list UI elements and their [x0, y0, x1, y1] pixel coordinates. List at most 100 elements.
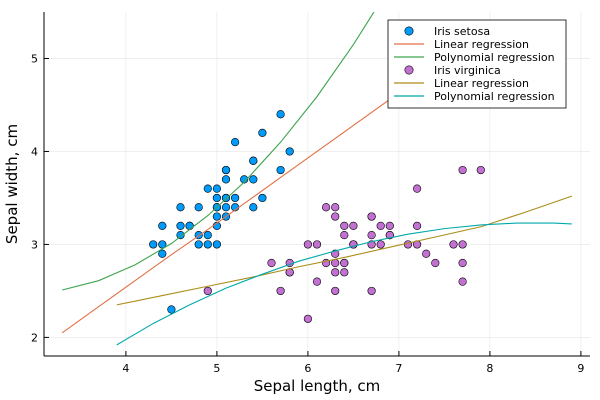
data-point [340, 268, 349, 277]
data-point [413, 221, 422, 230]
data-point [249, 156, 258, 165]
data-point [349, 221, 358, 230]
plot-frame [43, 12, 590, 357]
data-point [340, 221, 349, 230]
series-2 [62, 12, 375, 291]
data-point [221, 203, 231, 212]
data-point [212, 184, 221, 193]
data-point [385, 221, 394, 230]
data-point [331, 212, 340, 221]
series-line [116, 222, 572, 346]
data-point [212, 212, 221, 221]
y-axis-ticks: 2 3 4 5 [31, 52, 49, 344]
y-tick-label: 4 [31, 145, 38, 158]
data-point [194, 240, 203, 249]
data-point [203, 286, 212, 296]
series-3 [203, 165, 485, 323]
data-point [203, 231, 212, 240]
x-tick-label: 8 [486, 362, 493, 375]
series-4 [116, 195, 572, 306]
legend-label: Iris setosa [434, 25, 490, 38]
data-point [376, 221, 385, 230]
data-point [203, 184, 212, 193]
data-point [185, 221, 194, 230]
x-tick-label: 6 [304, 362, 311, 375]
data-point [340, 258, 349, 268]
data-point [340, 231, 349, 240]
data-point [476, 165, 485, 175]
y-tick-label: 2 [31, 331, 38, 344]
series-0 [149, 110, 294, 314]
data-point [303, 240, 313, 249]
data-point [312, 277, 322, 286]
legend-item: Linear regression [394, 77, 529, 90]
data-point [167, 305, 176, 314]
data-point [458, 277, 467, 286]
data-point [367, 231, 376, 240]
data-point [221, 175, 231, 184]
legend-item: Polynomial regression [394, 51, 555, 64]
data-point [303, 314, 313, 323]
y-tick-label: 3 [31, 238, 38, 251]
data-point [149, 240, 158, 249]
data-point [231, 138, 240, 147]
data-point [231, 193, 240, 203]
x-tick-label: 4 [122, 362, 129, 375]
series-line [61, 98, 391, 334]
data-point [258, 193, 267, 203]
series-1 [61, 98, 391, 334]
data-point [403, 240, 413, 249]
data-point [221, 193, 231, 203]
data-point [413, 184, 422, 193]
x-axis-ticks: 4 5 6 7 8 9 [122, 351, 584, 375]
legend-label: Polynomial regression [434, 90, 555, 103]
data-point [322, 203, 331, 212]
data-point [367, 286, 376, 296]
legend-label: Linear regression [434, 77, 529, 90]
data-point [422, 249, 431, 258]
data-point [249, 203, 258, 212]
data-point [176, 231, 185, 240]
data-point [158, 249, 167, 258]
data-point [158, 221, 167, 230]
data-point [285, 147, 294, 156]
data-point [267, 258, 276, 268]
legend-item: Iris virginica [404, 64, 501, 77]
data-point [194, 203, 203, 212]
data-point [203, 240, 212, 249]
data-point [212, 240, 221, 249]
data-point [367, 212, 376, 221]
legend-marker-swatch [404, 26, 414, 36]
data-point [331, 268, 340, 277]
legend-box [387, 19, 567, 109]
data-point [276, 165, 285, 175]
data-point [331, 286, 340, 296]
data-point [312, 240, 322, 249]
y-axis-title: Sepal width, cm [3, 124, 21, 244]
data-point [276, 286, 285, 296]
data-point [176, 221, 185, 230]
data-point [458, 258, 467, 268]
series-5 [116, 222, 572, 346]
data-point [258, 128, 267, 137]
data-point [176, 203, 185, 212]
legend-item: Linear regression [394, 38, 529, 51]
legend-item: Polynomial regression [394, 90, 555, 103]
x-tick-label: 5 [213, 362, 220, 375]
series-line [62, 12, 375, 291]
series-line [116, 195, 572, 306]
data-point [276, 110, 285, 119]
x-axis-title: Sepal length, cm [254, 377, 381, 395]
data-point [449, 240, 458, 249]
data-point [221, 165, 231, 175]
y-tick-label: 5 [31, 52, 38, 65]
data-point [431, 258, 440, 268]
series-layer [61, 12, 572, 346]
data-point [331, 203, 340, 212]
data-point [212, 193, 221, 203]
legend-label: Linear regression [434, 38, 529, 51]
x-tick-label: 7 [395, 362, 402, 375]
data-point [376, 240, 385, 249]
